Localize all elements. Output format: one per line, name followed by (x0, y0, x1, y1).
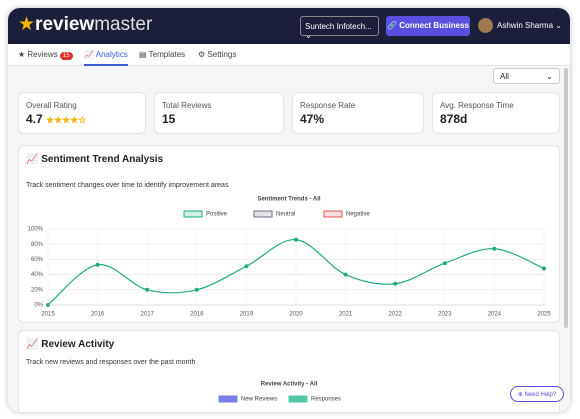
filter-value: All (500, 72, 509, 81)
data-point (393, 281, 398, 286)
stat-value: 15 (162, 112, 176, 126)
data-point (492, 246, 497, 251)
x-tick-label: 2024 (488, 312, 502, 316)
x-tick-label: 2018 (190, 312, 204, 316)
rating: 4.7 (26, 112, 43, 126)
badge: 15 (59, 52, 73, 60)
connect-label: Connect Business (399, 21, 469, 30)
logo[interactable]: ★reviewmaster (18, 14, 153, 35)
legend-swatch (323, 210, 343, 218)
y-tick-label: 60% (31, 257, 44, 263)
legend-label: Negative (346, 212, 370, 218)
tab[interactable]: ▤ Templates (139, 50, 186, 59)
chart: Sentiment Trends - All Positive Neutral Neg… (28, 197, 552, 316)
data-point (194, 287, 199, 292)
help-button[interactable]: ⊕ Need Help? (510, 386, 564, 402)
tab[interactable]: ⚙ Settings (198, 50, 237, 59)
chart: Review Activity - All New Reviews Response… (218, 382, 341, 403)
business-name: Suntech Infotech... (305, 22, 372, 31)
legend-swatch (218, 395, 238, 403)
x-tick-label: 2022 (389, 312, 403, 316)
legend-label: Neutral (276, 212, 295, 218)
x-tick-label: 2016 (91, 312, 105, 316)
legend-label: Positive (206, 212, 228, 218)
header: ★reviewmaster Suntech Infotech... ⌄ 🔗 Co… (8, 8, 570, 44)
connect-button[interactable]: 🔗 Connect Business (386, 16, 470, 36)
tab[interactable]: ★ Reviews 15 (18, 50, 73, 60)
data-point (244, 264, 249, 269)
tab-bar (8, 44, 570, 66)
section-title: 📈 Review Activity (26, 339, 115, 350)
section-card: 📈 Sentiment Trend Analysis Track sentime… (18, 145, 560, 323)
y-tick-label: 0% (34, 303, 43, 309)
scrollbar (564, 68, 568, 328)
data-point (294, 237, 298, 242)
stat-card: Total Reviews 15 (154, 92, 284, 134)
y-tick-label: 40% (31, 272, 44, 278)
filter-select[interactable]: All ⌄ (493, 68, 560, 84)
legend-label: Responses (311, 397, 341, 403)
stat-value: 47% (300, 112, 325, 126)
tab-label: Analytics (95, 50, 128, 59)
data-point (95, 262, 100, 267)
x-tick-label: 2017 (141, 312, 155, 316)
section-card: 📈 Review Activity Track new reviews and … (18, 330, 560, 412)
stat-label: Total Reviews (162, 101, 212, 110)
legend-label: New Reviews (241, 397, 277, 403)
user-name: Ashwin Sharma (497, 21, 554, 30)
y-tick-label: 80% (31, 242, 44, 248)
x-tick-label: 2020 (289, 312, 303, 316)
legend-swatch (183, 210, 203, 218)
x-tick-label: 2015 (41, 312, 55, 316)
chart-title: Sentiment Trends - All (257, 197, 320, 203)
chart-title: Review Activity - All (261, 382, 318, 388)
x-tick-label: 2025 (537, 312, 551, 316)
tab-active[interactable]: 📈 Analytics (84, 50, 128, 66)
stat-card: Avg. Response Time 878d (432, 92, 560, 134)
y-tick-label: 100% (28, 227, 44, 233)
avatar[interactable] (478, 18, 493, 33)
tab-label: Settings (207, 50, 237, 59)
stat-value: 4.7 ★★★★☆ (26, 112, 86, 126)
y-tick-label: 20% (31, 287, 44, 293)
stat-card: Overall Rating 4.7 ★★★★☆ (18, 92, 146, 134)
tab-label: Templates (148, 50, 186, 59)
stat-value: 878d (440, 112, 468, 126)
data-point (442, 261, 447, 266)
legend-swatch (288, 395, 308, 403)
section-title: 📈 Sentiment Trend Analysis (26, 154, 164, 165)
user-menu[interactable]: Ashwin Sharma ⌄ (497, 21, 562, 30)
section-subtitle: Track sentiment changes over time to ide… (26, 182, 229, 189)
stat-label: Overall Rating (26, 101, 77, 110)
stat-card: Response Rate 47% (292, 92, 424, 134)
data-point (542, 266, 546, 271)
x-tick-label: 2023 (438, 312, 452, 316)
legend-swatch (253, 210, 273, 218)
data-point (343, 272, 348, 277)
stars: ★★★★☆ (46, 115, 87, 125)
logo-light: master (94, 14, 153, 35)
x-tick-label: 2019 (240, 312, 254, 316)
data-point (145, 287, 150, 292)
stat-label: Avg. Response Time (440, 101, 514, 110)
title-text: Sentiment Trend Analysis (41, 154, 164, 165)
help-label: Need Help? (524, 392, 557, 398)
x-tick-label: 2021 (339, 312, 353, 316)
logo-bold: review (35, 14, 95, 35)
tab-label: Reviews (27, 50, 58, 59)
business-select[interactable]: Suntech Infotech... ⌄ (300, 16, 379, 40)
section-subtitle: Track new reviews and responses over the… (26, 359, 196, 366)
title-text: Review Activity (41, 339, 115, 350)
app-frame: ★reviewmaster Suntech Infotech... ⌄ 🔗 Co… (8, 8, 570, 412)
stat-label: Response Rate (300, 101, 356, 110)
